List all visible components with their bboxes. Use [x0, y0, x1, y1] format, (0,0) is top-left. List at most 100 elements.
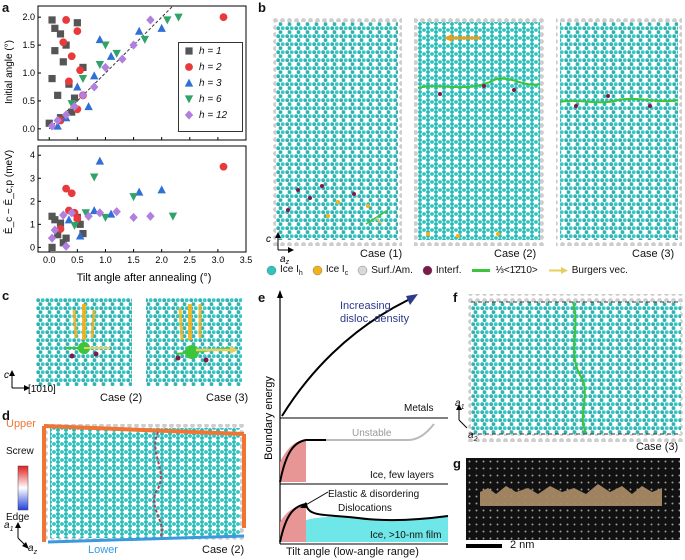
panel-b-legend: Ice Ih Ice Ic Surf./Am. Interf. ⅓<1̄2̄10> Bur…	[266, 264, 685, 282]
panel-d-lower: Lower	[88, 544, 118, 556]
panel-label-f: f	[453, 290, 458, 305]
panel-a-point	[75, 231, 85, 240]
panel-a-xtick: 3.5	[240, 255, 253, 265]
panel-a-point	[62, 234, 70, 242]
panel-a-point	[146, 211, 155, 221]
panel-a-point	[163, 16, 172, 25]
panel-a-point	[95, 208, 105, 218]
panel-a-point	[90, 71, 99, 80]
panel-d-axis-a1: a1	[4, 520, 14, 533]
panel-a-point	[157, 23, 166, 32]
panel-a-xtick: 2.0	[155, 255, 168, 265]
panel-f-axis-a1: a1	[455, 398, 465, 411]
panel-b-legend-item: Ice Ic	[312, 264, 348, 277]
panel-d-axis-a2: az	[28, 543, 38, 556]
panel-e-schematic: Boundary energy	[263, 290, 449, 545]
panel-a-point	[106, 51, 116, 60]
panel-a-legend-label: h = 12	[199, 109, 228, 121]
panel-a-ytick: 0.5	[22, 96, 35, 106]
panel-c-axis-icon: c [1̄010]	[4, 370, 56, 395]
legend-swatch	[312, 265, 323, 276]
panel-b-legend-item: ⅓<1̄2̄10>	[472, 265, 538, 276]
panel-a-xtick: 3.0	[212, 255, 225, 265]
panel-a-point	[90, 82, 99, 92]
panel-c-axis-c: c	[4, 370, 9, 381]
panel-a-point	[51, 47, 59, 55]
panel-a-point	[50, 225, 60, 235]
panel-d-axis-icon	[15, 522, 29, 549]
panel-a-point	[61, 110, 71, 120]
panel-c-case3-dislocation	[175, 304, 238, 363]
panel-a-ytick: 1.5	[22, 40, 35, 50]
panel-b-axis-a: az	[280, 254, 290, 266]
panel-a-point	[67, 100, 76, 109]
panel-a-point	[68, 108, 76, 116]
panel-a-xlabel: Tilt angle after annealing (°)	[77, 272, 212, 284]
panel-a-point	[174, 13, 183, 22]
panel-g-image	[466, 458, 680, 540]
panel-e-few-layers: Ice, few layers	[370, 470, 434, 481]
panel-d-image	[15, 424, 246, 549]
panel-a-point	[219, 13, 228, 22]
panel-b-case3: Case (3)	[632, 248, 675, 260]
panel-a-point	[65, 77, 73, 86]
panel-b-legend-item: Ice Ih	[266, 264, 303, 277]
panel-a-point	[95, 35, 105, 44]
panel-a-point	[70, 94, 79, 102]
panel-a-point	[53, 115, 62, 126]
panel-label-e: e	[258, 290, 266, 305]
panel-a-point	[64, 215, 74, 224]
panel-a-xtick: 1.5	[127, 255, 140, 265]
panel-a-chart: 0.0 0.5 1.0 1.5 2.0 0 1 2 3 4 0.0 0.5 1.0 1.5 2.0 2.5 3…	[3, 5, 253, 284]
panel-c-images: c [1̄010]	[4, 298, 242, 395]
panel-a-point	[61, 241, 71, 251]
panel-d-scale-title: Screw	[6, 446, 34, 457]
panel-a-point	[47, 233, 57, 243]
panel-a-legend-item: h = 3	[179, 75, 242, 91]
panel-a-point	[129, 193, 138, 202]
panel-a-point	[59, 239, 67, 247]
panel-a-point	[56, 219, 65, 227]
panel-e-unstable: Unstable	[352, 428, 392, 439]
panel-a-top-ylabel: Initial angle (°)	[4, 40, 15, 104]
panel-d-color-scale	[17, 465, 29, 511]
panel-b-axis-c: c	[266, 234, 271, 245]
panel-a-point	[101, 62, 110, 73]
panel-a-ytick: 2	[30, 196, 35, 206]
panel-a-diagonal	[48, 5, 174, 130]
panel-b-lattices: c az	[266, 16, 682, 266]
panel-g-scale-bar	[466, 544, 502, 548]
panel-a-point	[73, 214, 82, 223]
panel-e-metals: Metals	[404, 403, 434, 414]
panel-label-a: a	[2, 0, 10, 15]
panel-c-case2: Case (2)	[100, 392, 143, 404]
panel-a-point	[54, 231, 62, 239]
panel-e-film: Ice, >10-nm film	[370, 530, 442, 541]
panel-f-case: Case (3)	[636, 441, 679, 453]
panel-a-legend-label: h = 6	[199, 93, 222, 105]
panel-a-point	[67, 52, 76, 61]
panel-c-case3: Case (3)	[206, 392, 249, 404]
panel-a-point	[146, 15, 155, 25]
panel-a-legend: h = 1 h = 2 h = 3 h = 6 h = 12	[178, 42, 243, 132]
panel-b-case1: Case (1)	[360, 248, 403, 260]
panel-a-point	[67, 208, 76, 218]
panel-a-point	[219, 162, 228, 171]
panel-a-point	[62, 184, 71, 193]
panel-a-point	[51, 24, 59, 32]
panel-g-scale-label: 2 nm	[510, 539, 535, 551]
panel-a-point	[129, 40, 138, 50]
panel-d-case: Case (2)	[202, 544, 245, 556]
panel-a-point	[112, 49, 121, 58]
panel-f-axis-a2: a2	[468, 430, 478, 443]
panel-a-point	[56, 225, 65, 233]
panel-c-case2-dislocation	[66, 304, 110, 359]
panel-a-legend-marker	[185, 47, 193, 55]
panel-a-point	[78, 74, 88, 83]
panel-d-upper: Upper	[6, 418, 36, 430]
legend-swatch	[422, 265, 433, 276]
panel-a-point	[59, 210, 68, 220]
panel-a-point	[59, 38, 68, 47]
panel-a-ytick: 0.0	[22, 124, 35, 134]
panel-a-legend-item: h = 6	[179, 91, 242, 107]
